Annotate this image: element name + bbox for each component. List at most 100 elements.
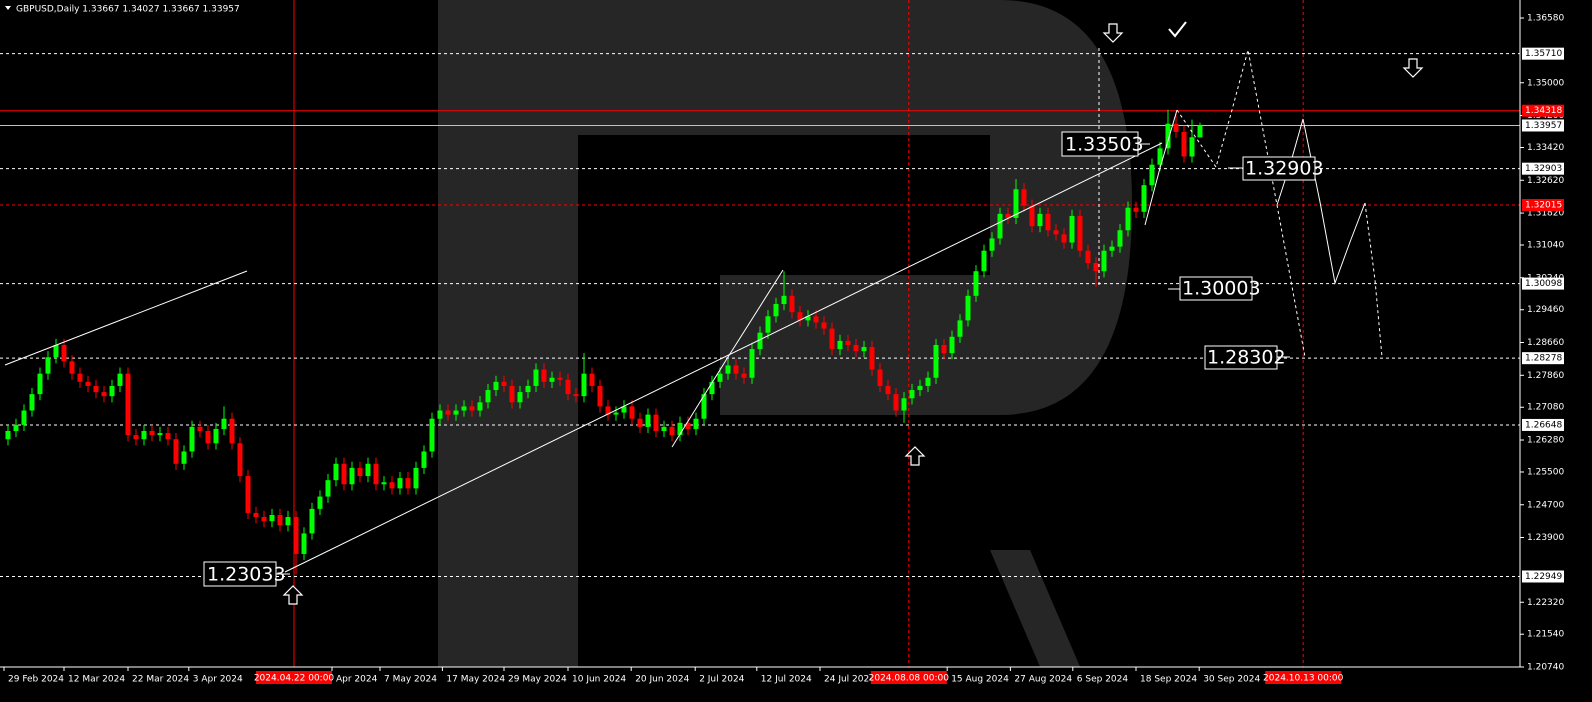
candle-body	[509, 385, 515, 403]
candle-body	[965, 295, 971, 321]
y-tick-label: 1.20740	[1527, 663, 1564, 673]
candle-body	[685, 422, 691, 429]
candle-body	[133, 435, 139, 440]
candle-body	[1141, 185, 1147, 212]
candle-body	[933, 344, 939, 378]
forecast-line	[1176, 49, 1306, 358]
price-level-label-bg	[1522, 352, 1564, 365]
candle-body	[525, 385, 531, 393]
x-tick-label: 12 Mar 2024	[68, 675, 125, 685]
candle-body	[821, 322, 827, 329]
candle-body	[917, 385, 923, 391]
candle-body	[1181, 131, 1187, 157]
candle-body	[469, 406, 475, 411]
x-tick-label: 29 May 2024	[508, 675, 567, 685]
price-level-label: 1.33957	[1525, 121, 1562, 131]
x-tick-label: 17 May 2024	[446, 675, 505, 685]
candle-body	[325, 480, 331, 497]
candle-body	[789, 295, 795, 313]
time-marker-label-bg	[870, 671, 947, 684]
candle-body	[1149, 164, 1155, 186]
price-level-label-bg	[1522, 418, 1564, 431]
candle-body	[85, 381, 91, 386]
y-tick-label: 1.26280	[1527, 436, 1564, 446]
candle-body	[1101, 250, 1107, 272]
candle-body	[669, 426, 675, 436]
down-arrow	[1102, 23, 1124, 43]
candle-body	[221, 418, 227, 429]
candle-body	[765, 316, 771, 333]
candle-body	[853, 344, 859, 352]
price-level-label: 1.26648	[1525, 420, 1562, 430]
x-tick-label: Apr 2024	[336, 675, 378, 685]
annotation-box	[203, 561, 277, 587]
x-tick-label: 27 Aug 2024	[1014, 675, 1072, 685]
candle-body	[653, 414, 659, 432]
y-tick-label: 1.27080	[1527, 403, 1564, 413]
candle-body	[357, 467, 363, 477]
price-level-label-bg	[1522, 47, 1564, 60]
watermark	[438, 0, 1132, 690]
price-level-label: 1.32903	[1525, 164, 1562, 174]
x-tick-label: 24 Jul 2024	[824, 675, 875, 685]
y-tick-label: 1.31820	[1527, 209, 1564, 219]
candle-body	[1053, 230, 1059, 235]
candle-body	[213, 428, 219, 444]
candle-body	[741, 373, 747, 378]
candle-body	[253, 512, 259, 518]
y-tick-label: 1.29460	[1527, 305, 1564, 315]
candle-layer	[5, 109, 1203, 575]
candle-body	[1189, 137, 1195, 157]
candle-body	[5, 431, 11, 440]
x-tick-label: 22 Mar 2024	[132, 675, 189, 685]
x-tick-label: 30 Sep 2024	[1203, 675, 1260, 685]
candle-body	[157, 433, 163, 436]
candle-body	[109, 385, 115, 397]
price-level-label-bg	[1522, 199, 1564, 212]
candle-body	[293, 517, 299, 554]
candle-body	[29, 394, 35, 411]
time-marker-label: 2024.04.22 00:00	[254, 674, 335, 684]
candle-body	[61, 344, 67, 362]
candle-body	[165, 433, 171, 440]
y-tick-label: 1.22320	[1527, 598, 1564, 608]
time-marker-label-bg	[256, 671, 332, 684]
annotation-box	[1242, 156, 1316, 181]
candle-body	[805, 316, 811, 321]
candle-body	[1029, 205, 1035, 227]
candle-body	[533, 369, 539, 386]
annotation: 1.33503	[1065, 134, 1144, 156]
time-marker-label: 2024.10.13 00:00	[1263, 674, 1344, 684]
candle-body	[141, 431, 147, 440]
x-tick-label: 29 Feb 2024	[8, 675, 64, 685]
candle-body	[453, 410, 459, 415]
candle-body	[461, 406, 467, 411]
y-tick-label: 1.35000	[1527, 78, 1564, 88]
candle-body	[981, 250, 987, 272]
candle-body	[1013, 189, 1019, 218]
chart-title: GBPUSD,Daily 1.33667 1.34027 1.33667 1.3…	[16, 5, 240, 15]
candle-body	[989, 238, 995, 251]
candle-body	[389, 482, 395, 489]
candle-body	[693, 418, 699, 429]
time-marker-label-bg	[1265, 671, 1342, 684]
candle-body	[733, 365, 739, 374]
up-arrow	[282, 585, 304, 605]
candle-body	[541, 369, 547, 382]
candle-body	[1069, 215, 1075, 243]
candle-body	[205, 431, 211, 444]
candle-body	[925, 377, 931, 386]
candle-body	[957, 320, 963, 337]
candle-body	[549, 377, 555, 382]
wave-line	[671, 269, 784, 448]
y-tick-label: 1.31040	[1527, 241, 1564, 251]
candle-body	[269, 514, 275, 522]
candle-body	[45, 357, 51, 374]
down-arrow	[1402, 58, 1424, 78]
candle-body	[1093, 263, 1099, 272]
candle-body	[101, 392, 107, 397]
candle-body	[677, 422, 683, 436]
annotation: 1.30003	[1182, 278, 1261, 300]
